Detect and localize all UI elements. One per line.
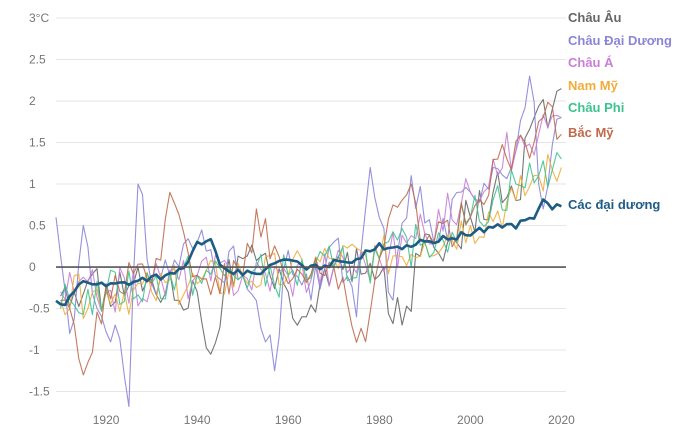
legend-entry: Các đại dương — [568, 197, 660, 212]
legend-entry: Bắc Mỹ — [568, 125, 614, 140]
x-tick-label: 1960 — [275, 413, 302, 427]
y-tick-label: 0 — [29, 260, 36, 274]
x-tick-label: 2020 — [548, 413, 575, 427]
x-tick-label: 2000 — [457, 413, 484, 427]
y-tick-label: 1.5 — [29, 136, 46, 150]
series-line — [60, 101, 562, 376]
y-tick-label: -0.5 — [29, 302, 50, 316]
legend-entry: Châu Phi — [568, 100, 624, 115]
y-tick-label: 1 — [29, 177, 36, 191]
y-tick-label: 0.5 — [29, 219, 46, 233]
legend-entry: Châu Đại Dương — [568, 33, 672, 48]
legend-entry: Nam Mỹ — [568, 78, 619, 93]
series-line — [60, 114, 562, 313]
y-tick-label: 2.5 — [29, 53, 46, 67]
series-line — [55, 75, 562, 408]
series-line — [60, 151, 562, 316]
y-tick-label: 2 — [29, 94, 36, 108]
y-tick-label: 3°C — [29, 11, 49, 25]
legend-entry: Châu Âu — [568, 10, 622, 25]
y-tick-label: -1 — [29, 343, 40, 357]
legend-entry: Châu Á — [568, 55, 614, 70]
y-tick-label: -1.5 — [29, 385, 50, 399]
x-tick-label: 1920 — [93, 413, 120, 427]
x-tick-label: 1940 — [184, 413, 211, 427]
series-line — [60, 88, 562, 355]
x-tick-label: 1980 — [366, 413, 393, 427]
